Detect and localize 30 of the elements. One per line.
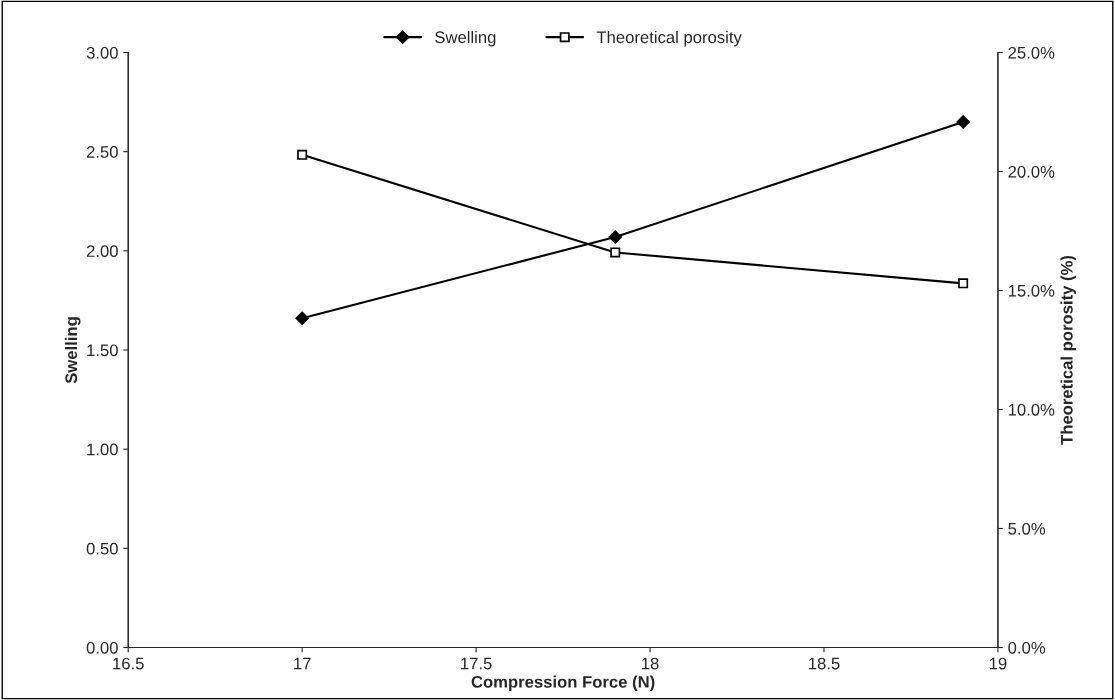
point [956, 115, 970, 129]
y-tick-label: 0.50 [86, 542, 118, 555]
legend-label: Swelling [435, 30, 496, 47]
point [295, 311, 309, 325]
y-axis-title: Swelling [64, 317, 81, 384]
y-tick-label: 0.00 [86, 641, 118, 654]
y-tick-label: 2.50 [86, 146, 118, 158]
x-tick-label: 19 [989, 657, 1007, 670]
y-tick-label: 2.00 [86, 245, 118, 258]
x-tick-label: 17 [294, 657, 311, 670]
y2-tick-label: 25.0% [1008, 46, 1055, 59]
y2-tick-label: 5.0% [1008, 522, 1046, 535]
x-tick-label: 18.5 [809, 657, 840, 670]
x-axis-title: Compression Force (N) [471, 675, 655, 692]
y2-tick-label: 20.0% [1008, 165, 1055, 178]
point [958, 278, 969, 289]
y-tick-label: 3.00 [86, 46, 118, 59]
point [297, 149, 308, 160]
x-tick-label: 18 [642, 657, 659, 670]
y-tick-label: 1.50 [87, 344, 118, 357]
x-tick-label: 16.5 [113, 657, 144, 670]
legend-label: Theoretical porosity [596, 30, 742, 47]
x-tick-label: 17.5 [461, 657, 492, 670]
y2-tick-label: 10.0% [1008, 403, 1055, 416]
y2-tick-label: 0.0% [1008, 641, 1046, 654]
y-tick-label: 1.00 [87, 443, 118, 456]
point [608, 230, 622, 244]
y2-tick-label: 15.0% [1008, 284, 1055, 297]
point [610, 247, 621, 258]
y2-axis-title: Theoretical porosity (%) [1060, 255, 1076, 445]
